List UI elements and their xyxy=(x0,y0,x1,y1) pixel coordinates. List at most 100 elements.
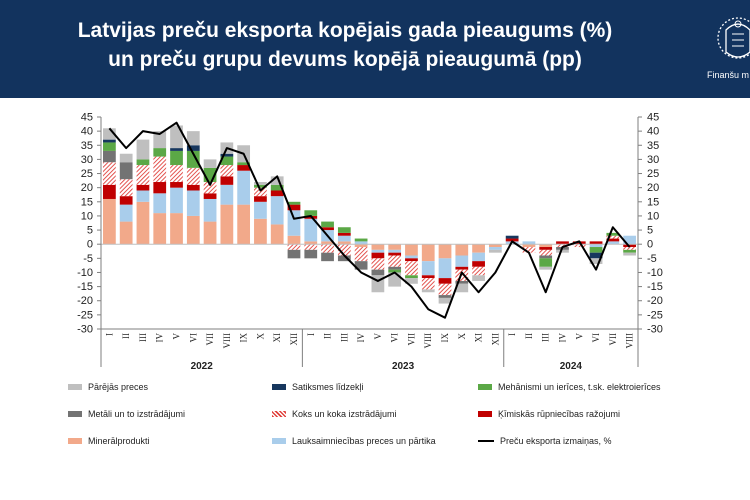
legend-label: Pārējās preces xyxy=(88,382,149,392)
legend-label: Koks un koka izstrādājumi xyxy=(292,409,397,419)
x-tick-label: III xyxy=(138,333,148,342)
bar-segment-1-9 xyxy=(254,201,267,219)
bar-segment-2-6 xyxy=(203,193,217,199)
bar-segment-5-9 xyxy=(254,184,267,188)
x-tick-label: VIII xyxy=(222,333,232,349)
x-tick-label: V xyxy=(172,333,182,340)
bar-segment-0-18 xyxy=(405,244,418,256)
bar-segment-3-0 xyxy=(103,162,116,185)
bar-segment-2-19 xyxy=(421,275,435,279)
chart-title: Latvijas preču eksporta kopējais gada pi… xyxy=(0,16,690,74)
legend-swatch xyxy=(68,411,82,417)
legend-item-mineralprodukti: Minerālprodukti xyxy=(68,436,150,446)
bar-segment-6-5 xyxy=(186,145,200,151)
bar-segment-1-11 xyxy=(287,210,301,236)
bar-segment-2-10 xyxy=(270,190,284,197)
bar-segment-1-25 xyxy=(522,241,536,245)
bar-segment-5-4 xyxy=(170,150,183,166)
bar-segment-4-17 xyxy=(388,266,402,270)
bar-segment-6-0 xyxy=(103,139,116,143)
bar-segment-2-21 xyxy=(455,266,469,270)
bar-segment-7-31 xyxy=(623,252,636,256)
stacked-bar-line-chart: 45 45 40 40 35 35 30 30 25 25 20 20 15 15 10 10 5 5 0 0 -5 -5… xyxy=(77,112,663,373)
x-tick-label: X xyxy=(255,333,265,340)
bar-segment-7-26 xyxy=(539,266,553,270)
bar-segment-0-20 xyxy=(438,244,452,259)
y-tick-label-right: 15 xyxy=(647,196,659,208)
bar-segment-2-29 xyxy=(589,241,603,245)
bar-segment-1-1 xyxy=(119,204,133,222)
bar-segment-7-22 xyxy=(472,275,485,281)
bar-segment-3-1 xyxy=(119,179,133,197)
bar-segment-5-12 xyxy=(304,210,318,216)
y-tick-label-left: 30 xyxy=(81,154,93,166)
bar-segment-7-18 xyxy=(405,278,418,284)
bar-segment-3-14 xyxy=(337,244,351,256)
bar-segment-6-7 xyxy=(220,153,234,157)
bar-segment-3-26 xyxy=(539,249,553,256)
year-label: 2022 xyxy=(191,361,214,372)
bar-segment-0-10 xyxy=(270,224,284,245)
x-tick-label: XI xyxy=(272,333,282,343)
bar-segment-0-6 xyxy=(203,221,217,245)
bar-segment-1-4 xyxy=(170,187,183,214)
bar-segment-0-4 xyxy=(170,213,183,245)
x-tick-label: IX xyxy=(440,333,450,343)
bar-segment-7-4 xyxy=(170,125,183,149)
bar-segment-7-10 xyxy=(270,176,284,185)
bar-segment-2-8 xyxy=(237,165,251,171)
bar-segment-2-22 xyxy=(472,261,485,267)
x-tick-label: XI xyxy=(474,333,484,343)
y-tick-label-right: 25 xyxy=(647,168,659,180)
legend-label: Metāli un to izstrādājumi xyxy=(88,409,186,419)
bar-segment-7-6 xyxy=(203,159,217,168)
bar-segment-0-19 xyxy=(421,244,435,262)
bar-segment-1-8 xyxy=(237,170,251,205)
y-tick-label-right: -30 xyxy=(647,324,663,336)
year-label: 2024 xyxy=(560,361,583,372)
bar-segment-5-3 xyxy=(153,148,167,157)
x-tick-label: III xyxy=(541,333,551,342)
y-tick-label-left: -5 xyxy=(83,253,93,265)
bar-segment-0-17 xyxy=(388,244,402,250)
legend-swatch xyxy=(272,411,286,417)
bar-segment-5-11 xyxy=(287,201,301,205)
bar-segment-1-20 xyxy=(438,258,452,279)
bar-segment-1-21 xyxy=(455,255,469,267)
bar-segment-1-29 xyxy=(589,244,603,248)
bar-segment-7-23 xyxy=(488,249,502,253)
bar-segment-0-14 xyxy=(337,241,351,245)
bar-segment-3-28 xyxy=(572,244,586,248)
axes-layer: 45 45 40 40 35 35 30 30 25 25 20 20 15 15 10 10 5 5 0 0 -5 -5… xyxy=(77,112,663,373)
bar-segment-5-0 xyxy=(103,142,116,151)
x-tick-label: V xyxy=(574,333,584,340)
y-tick-label-left: 40 xyxy=(81,126,93,138)
bar-segment-2-18 xyxy=(405,258,418,262)
title-line-1: Latvijas preču eksporta kopējais gada pi… xyxy=(77,19,613,42)
bar-segment-2-11 xyxy=(287,204,301,211)
bar-segment-2-1 xyxy=(119,196,133,205)
y-tick-label-left: 15 xyxy=(81,196,93,208)
bar-segment-0-8 xyxy=(237,204,251,245)
bar-segment-7-29 xyxy=(589,258,603,264)
y-tick-label-right: 35 xyxy=(647,140,659,152)
bar-segment-1-18 xyxy=(405,255,418,259)
y-tick-label-right: 20 xyxy=(647,182,659,194)
bar-segment-3-18 xyxy=(405,261,418,276)
bar-segment-7-5 xyxy=(186,131,200,146)
x-tick-label: IV xyxy=(356,333,366,343)
bar-segment-5-26 xyxy=(539,258,553,267)
x-tick-label: VI xyxy=(591,333,601,343)
bar-segment-3-7 xyxy=(220,165,234,177)
bar-segment-3-22 xyxy=(472,266,485,276)
bar-segment-5-10 xyxy=(270,184,284,191)
bar-segment-2-16 xyxy=(371,252,385,259)
legend-swatch xyxy=(478,411,492,417)
bar-segment-3-13 xyxy=(321,244,334,253)
bar-segment-5-8 xyxy=(237,162,251,166)
y-tick-label-right: -10 xyxy=(647,267,663,279)
y-tick-label-left: 5 xyxy=(87,225,93,237)
x-tick-label: IV xyxy=(557,333,567,343)
x-tick-label: IX xyxy=(239,333,249,343)
bar-segment-2-13 xyxy=(321,227,334,231)
